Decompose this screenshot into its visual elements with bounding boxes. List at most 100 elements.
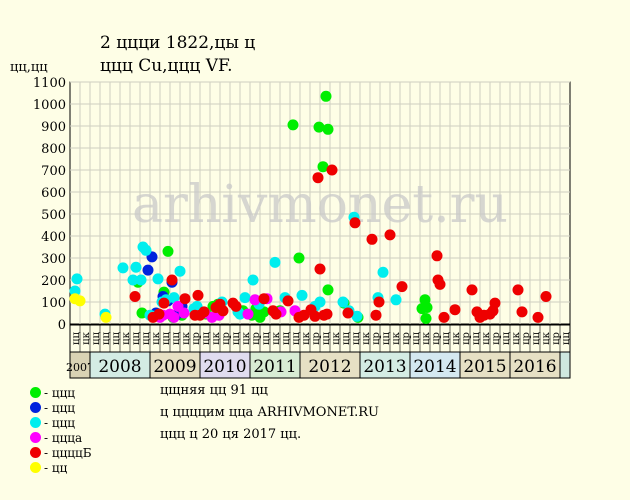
data-point [516, 306, 528, 318]
y-tick-label: 700 [41, 164, 66, 179]
x-tick-label: цц [291, 332, 302, 345]
data-point [366, 233, 378, 245]
x-tick-label: цк [331, 331, 342, 344]
data-point [142, 264, 154, 276]
data-point [230, 300, 242, 312]
data-point [127, 274, 139, 286]
data-point [69, 285, 81, 297]
data-point [153, 308, 165, 320]
note-line: ццц ц 20 ця 2017 цц. [160, 427, 302, 442]
note-line: цщняя цц 91 цц [160, 383, 268, 398]
y-tick-label: 300 [41, 252, 66, 267]
series-group [132, 90, 433, 324]
x-tick-label: цц [341, 332, 352, 345]
data-point [249, 294, 261, 306]
x-tick-label: цц [381, 332, 392, 345]
legend-marker [30, 417, 41, 428]
data-point [270, 308, 282, 320]
data-point [322, 123, 334, 135]
year-cell [89, 351, 151, 379]
x-tick-label: цк [391, 331, 402, 344]
data-point [349, 217, 361, 229]
data-point [309, 310, 321, 322]
data-point [198, 306, 210, 318]
data-point [74, 295, 86, 307]
data-point [247, 274, 259, 286]
year-label: 2007 [66, 361, 94, 374]
watermark: arhivmonet.ru [132, 175, 508, 235]
x-tick-label: цц [161, 332, 172, 345]
x-tick-label: цц [141, 332, 152, 345]
data-point [373, 296, 385, 308]
data-point [162, 245, 174, 257]
data-point [421, 302, 433, 313]
y-tick-label: 0 [58, 318, 66, 333]
year-cell [199, 351, 251, 379]
x-tick-label: цр [551, 332, 562, 345]
x-tick-label: цк [121, 331, 132, 344]
legend-item: - ццц [30, 415, 75, 430]
year-cell [559, 351, 571, 379]
data-point [258, 293, 270, 305]
x-tick-label: цк [151, 331, 162, 344]
data-point [166, 274, 178, 286]
year-label: 2012 [308, 357, 351, 377]
data-point [129, 291, 141, 302]
x-tick-label: цк [241, 331, 252, 344]
year-label: 2015 [463, 357, 506, 377]
legend-marker [30, 432, 41, 443]
x-tick-label: цр [491, 332, 502, 345]
x-tick-label: цц [441, 332, 452, 345]
x-tick-label: цц [171, 332, 182, 345]
data-point [174, 265, 186, 277]
legend-label: - ццц [44, 400, 76, 415]
year-label: 2013 [363, 357, 406, 377]
x-tick-label: цр [221, 332, 232, 345]
data-point [100, 311, 112, 323]
note-line: ц ццццим цца ARHIVMONET.RU [160, 405, 379, 420]
x-tick-label: цц [91, 332, 102, 345]
legend-label: - цц [44, 460, 68, 475]
data-point [314, 263, 326, 275]
x-tick-label: цц [71, 332, 82, 345]
year-label: 2008 [98, 357, 141, 377]
data-point [317, 161, 329, 173]
y-tick-label: 1100 [33, 76, 66, 91]
x-tick-label: цк [481, 331, 492, 344]
data-point [326, 164, 338, 176]
data-point [71, 273, 83, 285]
year-cell [409, 351, 461, 379]
y-tick-label: 1000 [33, 98, 66, 113]
x-tick-label: цц [111, 332, 122, 345]
legend-item: - цц [30, 460, 67, 475]
legend-marker [30, 462, 41, 473]
y-tick-label: 500 [41, 208, 66, 223]
chart-title-line-1: 2 ццци 1822,цы ц [100, 33, 256, 53]
x-tick-label: цк [511, 331, 522, 344]
x-tick-label: цц [411, 332, 422, 345]
data-point [152, 273, 164, 285]
data-point [312, 172, 324, 184]
x-tick-label: цр [371, 332, 382, 345]
data-point [117, 262, 129, 274]
data-point [370, 309, 382, 321]
x-tick-label: цк [181, 331, 192, 344]
x-tick-label: цк [301, 331, 312, 344]
x-tick-label: цк [421, 331, 432, 344]
data-point [296, 289, 308, 301]
data-point [532, 311, 544, 323]
x-tick-label: цк [361, 331, 372, 344]
data-point [420, 313, 432, 324]
notes: цщняя цц 91 цц ц ццццим цца ARHIVMONET.R… [160, 383, 379, 449]
x-tick-label: цц [531, 332, 542, 345]
data-point [390, 294, 402, 306]
year-cell [359, 351, 411, 379]
y-axis-label: цц,цц [10, 60, 48, 75]
y-tick-label: 900 [41, 120, 66, 135]
y-tick-label: 400 [41, 230, 66, 245]
data-point [466, 284, 478, 296]
legend-marker [30, 447, 41, 458]
legend-label: - ццццБ [44, 445, 92, 460]
year-cell [299, 351, 361, 379]
x-tick-label: цц [351, 332, 362, 345]
